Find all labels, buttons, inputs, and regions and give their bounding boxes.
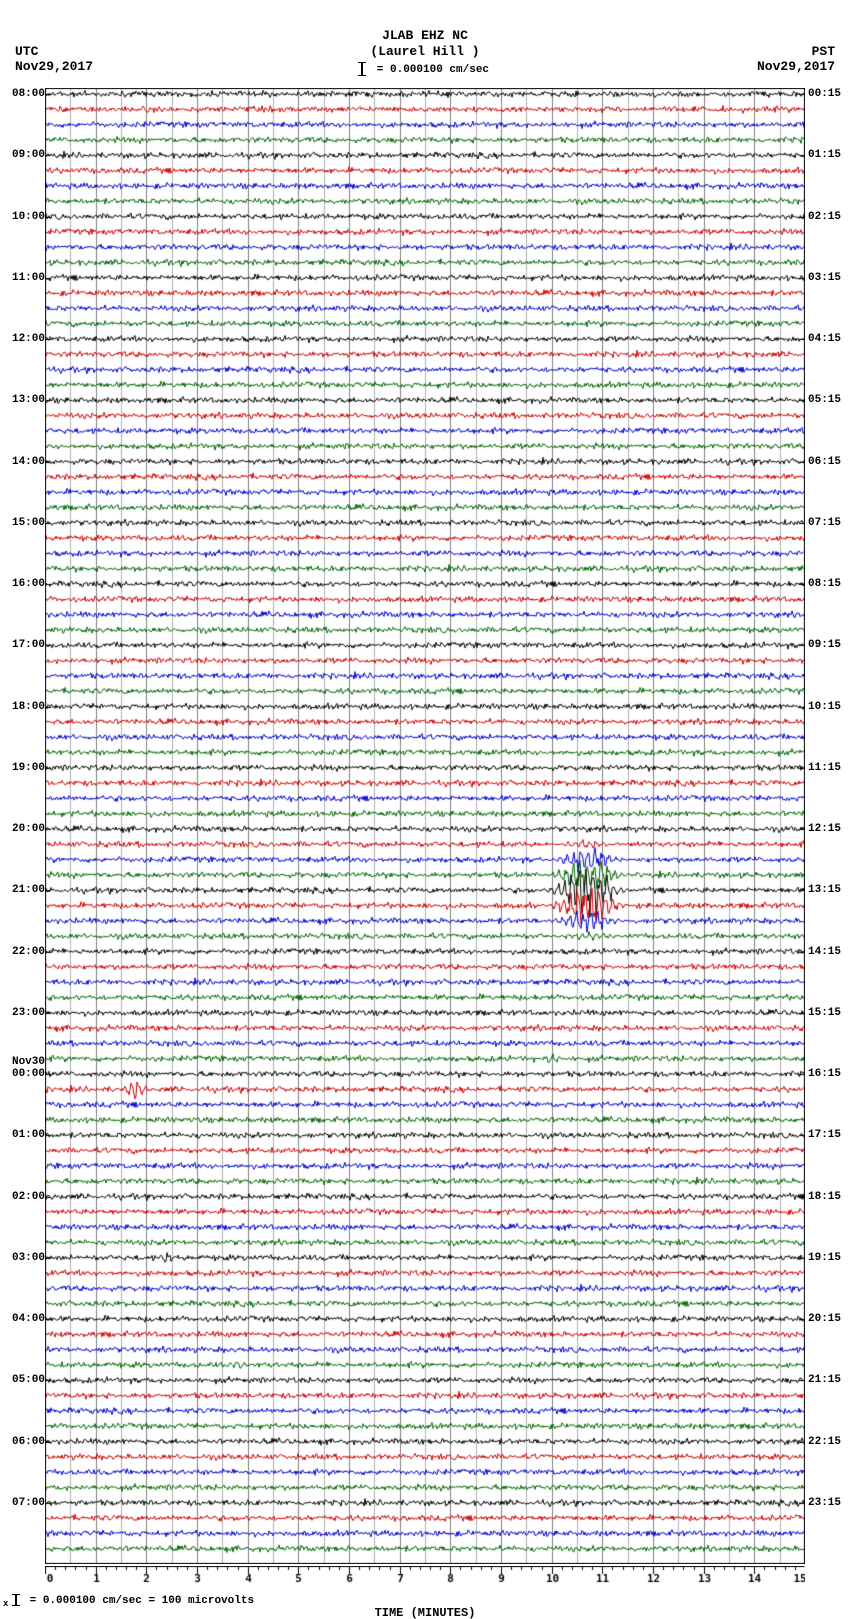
- right-time-label: 02:15: [808, 212, 850, 223]
- scale-indicator: = 0.000100 cm/sec: [0, 61, 850, 77]
- footer-scale-text: = 0.000100 cm/sec = 100 microvolts: [30, 1595, 254, 1607]
- right-time-label: 07:15: [808, 518, 850, 529]
- left-time-label: 20:00: [0, 824, 45, 835]
- top-left-tz-block: UTC Nov29,2017: [15, 44, 93, 74]
- left-time-label: 11:00: [0, 273, 45, 284]
- footer-scale: x = 0.000100 cm/sec = 100 microvolts: [3, 1594, 254, 1609]
- right-time-label: 08:15: [808, 579, 850, 590]
- right-time-label: 12:15: [808, 824, 850, 835]
- left-time-label: 00:00: [0, 1069, 45, 1080]
- left-time-label: 14:00: [0, 457, 45, 468]
- scale-text: = 0.000100 cm/sec: [377, 64, 489, 76]
- left-time-label: 02:00: [0, 1192, 45, 1203]
- tz-pst-label: PST: [757, 44, 835, 59]
- date-utc-label: Nov29,2017: [15, 59, 93, 74]
- right-time-label: 04:15: [808, 334, 850, 345]
- right-time-label: 19:15: [808, 1253, 850, 1264]
- right-time-label: 14:15: [808, 947, 850, 958]
- left-time-labels: 08:00 09:00 10:00 11:00 12:00 13:00 14:00 15:00…: [0, 88, 45, 1564]
- left-time-label: 04:00: [0, 1314, 45, 1325]
- right-time-label: 11:15: [808, 763, 850, 774]
- right-time-label: 10:15: [808, 702, 850, 713]
- right-time-label: 01:15: [808, 150, 850, 161]
- left-time-label: 07:00: [0, 1498, 45, 1509]
- right-time-label: 09:15: [808, 640, 850, 651]
- seismogram-canvas: [45, 88, 805, 1564]
- right-time-label: 06:15: [808, 457, 850, 468]
- tz-utc-label: UTC: [15, 44, 93, 59]
- left-time-label: 05:00: [0, 1375, 45, 1386]
- right-time-label: 17:15: [808, 1130, 850, 1141]
- seismogram-plot: [45, 88, 805, 1564]
- right-time-label: 00:15: [808, 89, 850, 100]
- right-time-label: 03:15: [808, 273, 850, 284]
- right-time-label: 18:15: [808, 1192, 850, 1203]
- right-time-label: 15:15: [808, 1008, 850, 1019]
- left-time-label: 13:00: [0, 395, 45, 406]
- left-time-label: 12:00: [0, 334, 45, 345]
- scale-bar-icon: [361, 62, 363, 76]
- left-time-label: 08:00: [0, 89, 45, 100]
- top-right-tz-block: PST Nov29,2017: [757, 44, 835, 74]
- right-time-labels: 00:15 01:15 02:15 03:15 04:15 05:15 06:15 07:15…: [805, 88, 850, 1564]
- right-time-label: 21:15: [808, 1375, 850, 1386]
- station-id: JLAB EHZ NC: [0, 28, 850, 44]
- left-time-label: 22:00: [0, 947, 45, 958]
- plot-header: JLAB EHZ NC (Laurel Hill ) = 0.000100 cm…: [0, 0, 850, 77]
- right-time-label: 16:15: [808, 1069, 850, 1080]
- left-time-label: 16:00: [0, 579, 45, 590]
- left-time-label: 09:00: [0, 150, 45, 161]
- date-pst-label: Nov29,2017: [757, 59, 835, 74]
- right-time-label: 05:15: [808, 395, 850, 406]
- right-time-label: 20:15: [808, 1314, 850, 1325]
- left-time-label: 17:00: [0, 640, 45, 651]
- left-time-label: 06:00: [0, 1437, 45, 1448]
- left-time-label: 15:00: [0, 518, 45, 529]
- right-time-label: 23:15: [808, 1498, 850, 1509]
- left-time-label: 21:00: [0, 885, 45, 896]
- x-axis: TIME (MINUTES): [45, 1566, 805, 1596]
- station-name: (Laurel Hill ): [0, 44, 850, 60]
- left-time-label: 23:00: [0, 1008, 45, 1019]
- x-axis-ticks: [45, 1566, 805, 1584]
- left-time-label: 18:00: [0, 702, 45, 713]
- left-time-label: 19:00: [0, 763, 45, 774]
- left-time-label: 03:00: [0, 1253, 45, 1264]
- right-time-label: 13:15: [808, 885, 850, 896]
- left-date-label: Nov30: [0, 1057, 45, 1068]
- right-time-label: 22:15: [808, 1437, 850, 1448]
- left-time-label: 10:00: [0, 212, 45, 223]
- scale-bar-icon: [15, 1594, 17, 1606]
- left-time-label: 01:00: [0, 1130, 45, 1141]
